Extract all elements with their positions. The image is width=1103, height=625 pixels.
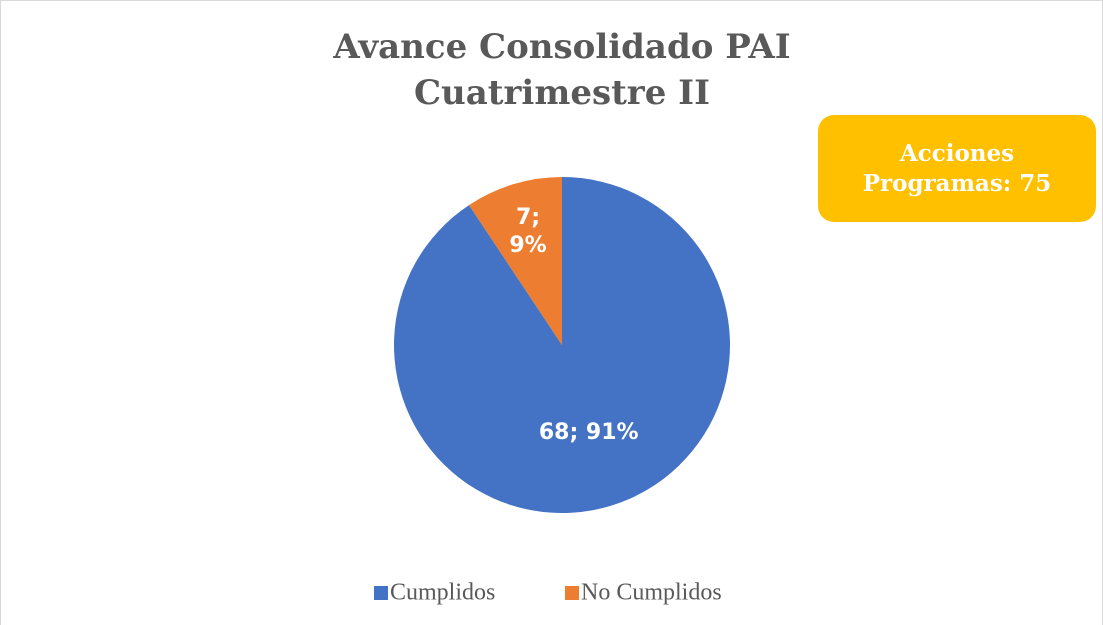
annotation: Acciones Programas: 75: [862, 139, 1052, 197]
data-label: 68; 91%: [538, 420, 639, 446]
legend-swatch: [565, 586, 579, 600]
data-label: 7; 9%: [509, 205, 547, 259]
legend-label: No Cumplidos: [581, 580, 722, 606]
legend-swatch: [374, 586, 388, 600]
annotation-box: Acciones Programas: 75: [818, 115, 1096, 222]
legend-label: Cumplidos: [390, 580, 495, 606]
chart-subtitle: Cuatrimestre II: [414, 73, 710, 113]
pie-slice: [469, 177, 562, 345]
chart-title: Avance Consolidado PAI: [332, 27, 790, 67]
